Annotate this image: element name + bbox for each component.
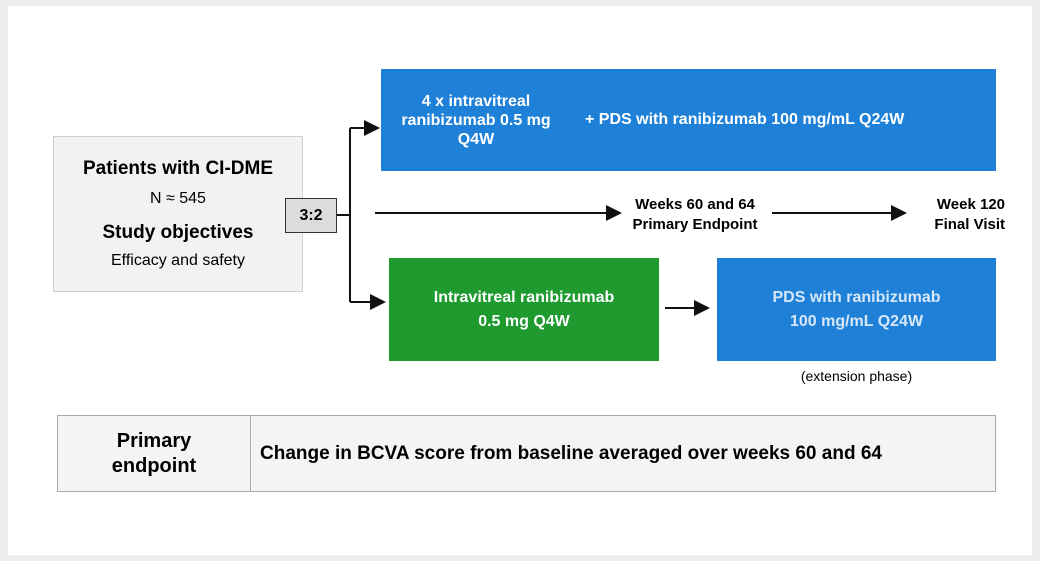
text-line: Weeks 60 and 64 (635, 196, 755, 213)
text-line: Intravitreal ranibizumab (433, 288, 615, 306)
arm1-induction: 4 x intravitreal ranibizumab 0.5 mg Q4W (381, 92, 571, 149)
text-line: 100 mg/mL Q24W (789, 312, 924, 330)
objectives: Efficacy and safety (111, 252, 245, 269)
arm1-box: 4 x intravitreal ranibizumab 0.5 mg Q4W + … (381, 69, 996, 171)
text-line: Primary Endpoint (632, 216, 758, 233)
objectives-title: Study objectives (102, 222, 254, 243)
text-line: ranibizumab 0.5 mg (401, 111, 551, 129)
text-line: endpoint (111, 454, 197, 477)
text-line: Final Visit (934, 216, 1005, 233)
final-timepoint: Week 120 Final Visit (905, 193, 1005, 237)
extension-note: (extension phase) (800, 368, 913, 384)
text-line: Week 120 (936, 196, 1005, 213)
text-line: Q4W (457, 130, 495, 148)
text-line: Primary (116, 429, 192, 452)
patients-n: N ≈ 545 (150, 190, 206, 207)
patients-title: Patients with CI-DME (82, 158, 273, 179)
text-line: PDS with ranibizumab (772, 288, 941, 306)
arm1-maintenance: + PDS with ranibizumab 100 mg/mL Q24W (585, 111, 905, 128)
patients-box: Patients with CI-DME N ≈ 545 Study objec… (53, 136, 303, 292)
endpoint-text: Change in BCVA score from baseline avera… (260, 442, 882, 464)
arm2-extension: PDS with ranibizumab 100 mg/mL Q24W (717, 258, 996, 361)
primary-timepoint: Weeks 60 and 64 Primary Endpoint (600, 193, 790, 237)
ratio-box: 3:2 (285, 198, 337, 233)
endpoint-label: Primary endpoint (58, 416, 251, 491)
endpoint-table: Primary endpoint Change in BCVA score fro… (57, 415, 996, 492)
text-line: 4 x intravitreal (421, 92, 531, 110)
text-line: 0.5 mg Q4W (478, 312, 570, 330)
arm2-control: Intravitreal ranibizumab 0.5 mg Q4W (389, 258, 659, 361)
